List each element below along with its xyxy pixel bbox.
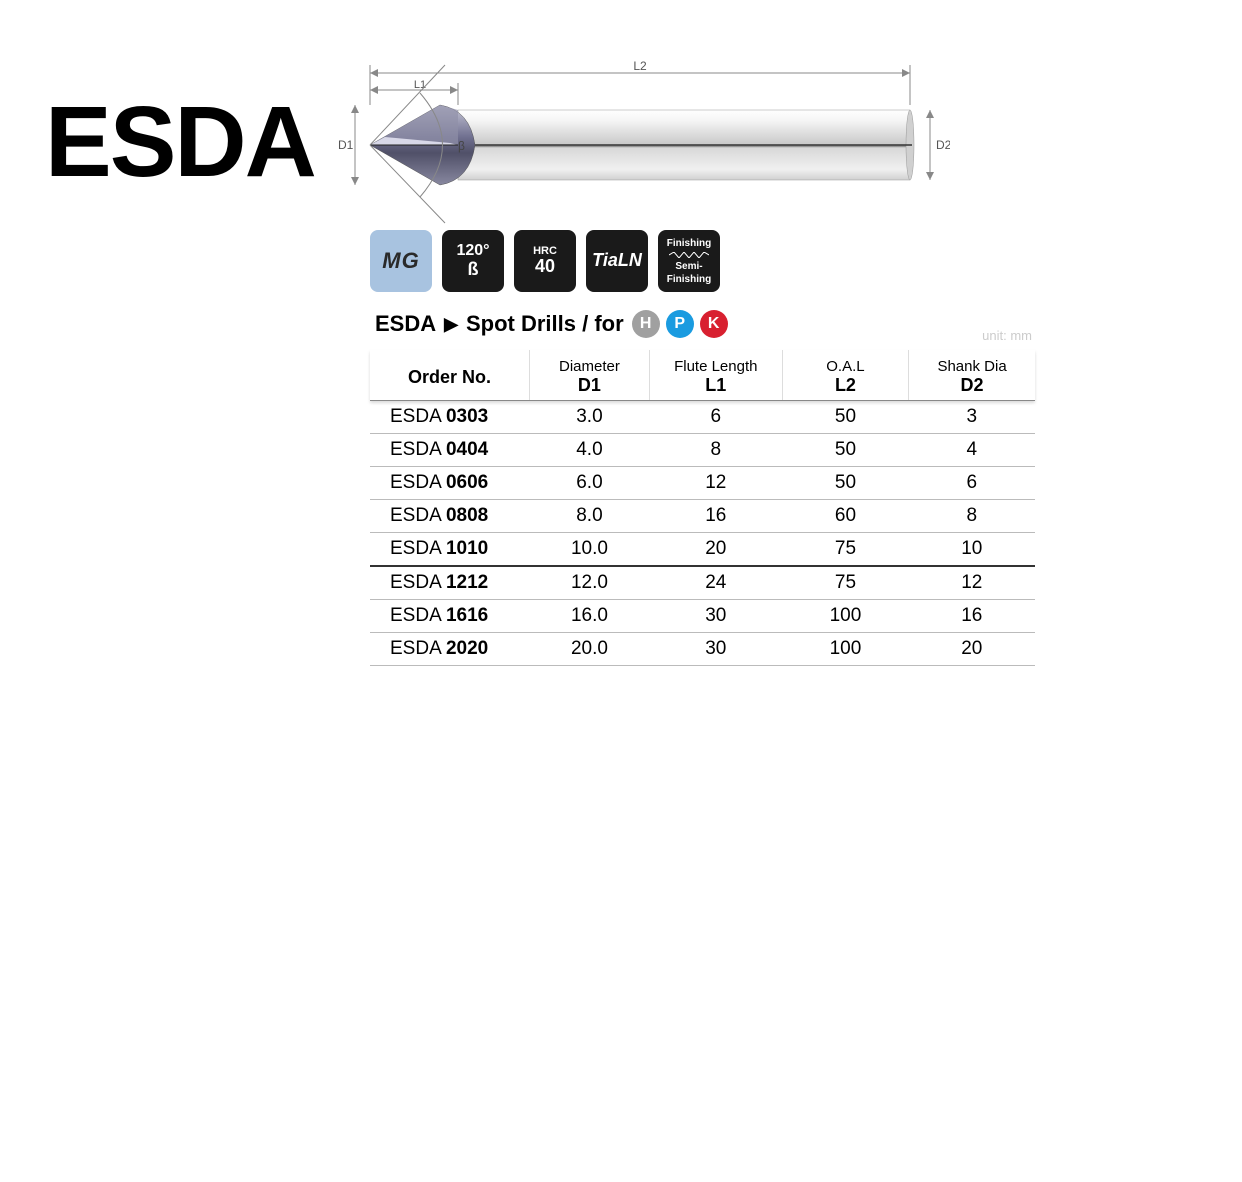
badge-mg: MG	[370, 230, 432, 292]
material-tag-h: H	[632, 310, 660, 338]
dim-d2-label: D2	[936, 138, 950, 152]
badge-row: MG120°ßHRC40TiaLNFinishingSemi-Finishing	[370, 230, 720, 292]
cell-l1: 20	[649, 533, 782, 567]
order-no: ESDA 1616	[370, 600, 530, 633]
cell-l2: 60	[782, 500, 908, 533]
dim-d1-label: D1	[338, 138, 354, 152]
order-no: ESDA 0808	[370, 500, 530, 533]
series-desc: Spot Drills / for	[466, 311, 624, 337]
cell-l1: 30	[649, 600, 782, 633]
cell-d1: 10.0	[530, 533, 650, 567]
badge-120: 120°ß	[442, 230, 504, 292]
table-row: ESDA 121212.0247512	[370, 566, 1035, 600]
cell-l1: 24	[649, 566, 782, 600]
badge-tialn: TiaLN	[586, 230, 648, 292]
col-header-4: Shank DiaD2	[909, 350, 1035, 401]
col-header-0: Order No.	[370, 350, 530, 401]
subtitle-row: ESDA ▶ Spot Drills / for HPK	[375, 310, 1035, 338]
cell-d1: 6.0	[530, 467, 650, 500]
order-no: ESDA 0303	[370, 401, 530, 434]
cell-l1: 6	[649, 401, 782, 434]
cell-d2: 12	[909, 566, 1035, 600]
cell-l2: 75	[782, 533, 908, 567]
dim-beta-label: β	[458, 139, 465, 153]
cell-l1: 12	[649, 467, 782, 500]
cell-l2: 50	[782, 467, 908, 500]
table-row: ESDA 161616.03010016	[370, 600, 1035, 633]
cell-l1: 16	[649, 500, 782, 533]
cell-d1: 16.0	[530, 600, 650, 633]
page-title: ESDA	[45, 85, 315, 200]
cell-d2: 8	[909, 500, 1035, 533]
table-row: ESDA 03033.06503	[370, 401, 1035, 434]
col-header-3: O.A.LL2	[782, 350, 908, 401]
col-header-1: DiameterD1	[530, 350, 650, 401]
cell-l2: 100	[782, 633, 908, 666]
material-tag-k: K	[700, 310, 728, 338]
table-row: ESDA 101010.0207510	[370, 533, 1035, 567]
cell-d2: 20	[909, 633, 1035, 666]
order-no: ESDA 1212	[370, 566, 530, 600]
badge-finishing: FinishingSemi-Finishing	[658, 230, 720, 292]
cell-l2: 50	[782, 401, 908, 434]
cell-d1: 3.0	[530, 401, 650, 434]
series-name: ESDA	[375, 311, 436, 337]
arrow-icon: ▶	[444, 314, 458, 335]
order-no: ESDA 1010	[370, 533, 530, 567]
cell-l1: 8	[649, 434, 782, 467]
badge-hrc: HRC40	[514, 230, 576, 292]
cell-d1: 4.0	[530, 434, 650, 467]
spec-table: Order No.DiameterD1Flute LengthL1O.A.LL2…	[370, 350, 1035, 666]
table-row: ESDA 202020.03010020	[370, 633, 1035, 666]
dim-l2-label: L2	[633, 59, 647, 73]
col-header-2: Flute LengthL1	[649, 350, 782, 401]
unit-label: unit: mm	[982, 328, 1032, 343]
order-no: ESDA 2020	[370, 633, 530, 666]
table-row: ESDA 04044.08504	[370, 434, 1035, 467]
tool-diagram: L2 L1 D1 D2	[330, 55, 950, 225]
cell-d2: 16	[909, 600, 1035, 633]
cell-d1: 8.0	[530, 500, 650, 533]
cell-d2: 6	[909, 467, 1035, 500]
cell-l2: 100	[782, 600, 908, 633]
cell-l2: 75	[782, 566, 908, 600]
order-no: ESDA 0606	[370, 467, 530, 500]
material-tag-p: P	[666, 310, 694, 338]
cell-l2: 50	[782, 434, 908, 467]
order-no: ESDA 0404	[370, 434, 530, 467]
cell-d1: 12.0	[530, 566, 650, 600]
cell-d2: 10	[909, 533, 1035, 567]
cell-d1: 20.0	[530, 633, 650, 666]
dim-l1-label: L1	[414, 79, 426, 91]
cell-l1: 30	[649, 633, 782, 666]
table-row: ESDA 06066.012506	[370, 467, 1035, 500]
table-row: ESDA 08088.016608	[370, 500, 1035, 533]
cell-d2: 4	[909, 434, 1035, 467]
cell-d2: 3	[909, 401, 1035, 434]
